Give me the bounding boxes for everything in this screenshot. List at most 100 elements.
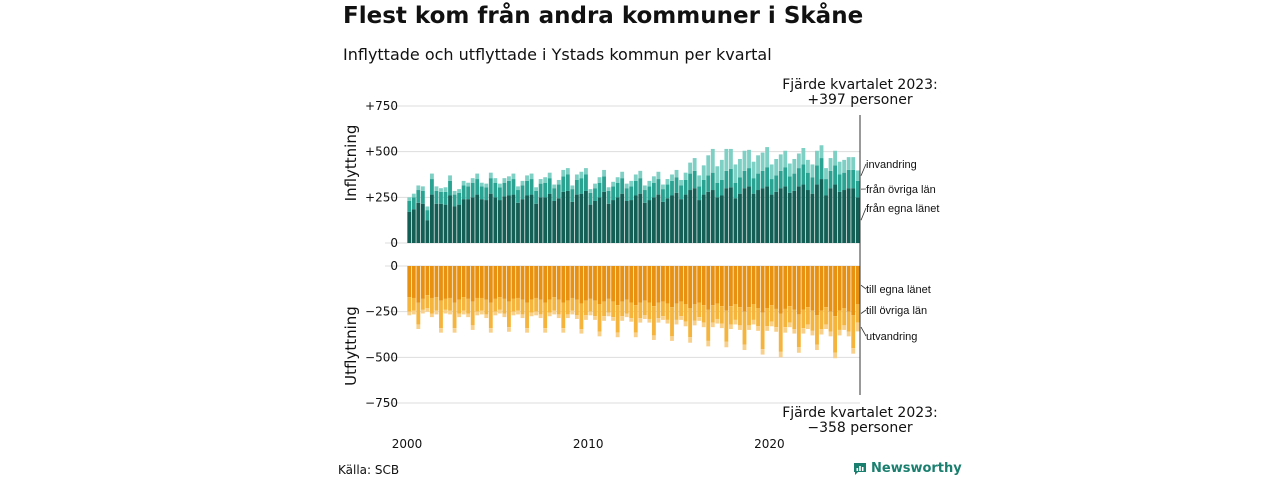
bar-out-2 <box>448 310 452 315</box>
bar-out-0 <box>638 266 643 303</box>
bar-out-0 <box>765 266 770 309</box>
bar-in-2 <box>484 183 489 188</box>
bar-in-2 <box>819 145 824 159</box>
bar-in-2 <box>774 158 779 176</box>
bar-out-0 <box>620 266 625 302</box>
bar-in-1 <box>579 178 584 194</box>
bar-in-2 <box>430 173 434 180</box>
bar-in-1 <box>697 186 702 201</box>
bar-in-2 <box>647 180 652 187</box>
bar-out-1 <box>439 300 443 329</box>
bar-out-1 <box>760 312 765 350</box>
bar-in-1 <box>760 170 765 189</box>
bar-in-1 <box>679 185 683 200</box>
bar-in-0 <box>416 202 421 243</box>
bar-in-1 <box>756 173 760 191</box>
brand-logo: Newsworthy <box>853 461 962 476</box>
bar-out-0 <box>597 266 602 305</box>
bar-out-1 <box>728 306 733 325</box>
bar-in-0 <box>683 194 688 243</box>
bar-out-1 <box>602 301 606 317</box>
bar-in-1 <box>765 167 770 187</box>
bar-in-0 <box>665 198 670 243</box>
bar-in-1 <box>516 190 520 203</box>
bar-in-2 <box>833 150 837 166</box>
bar-in-1 <box>507 180 511 196</box>
bar-out-2 <box>819 329 824 335</box>
bar-out-1 <box>633 305 638 333</box>
bar-in-2 <box>787 163 792 177</box>
bar-out-0 <box>615 266 620 306</box>
bar-in-2 <box>642 185 647 191</box>
bar-in-1 <box>688 173 693 191</box>
bar-out-0 <box>434 266 439 298</box>
legend-label: från egna länet <box>866 203 939 215</box>
bar-out-1 <box>783 308 788 328</box>
bar-out-2 <box>688 337 693 343</box>
bar-out-2 <box>842 325 847 330</box>
legend-label: utvandring <box>866 331 917 343</box>
bar-in-1 <box>484 187 489 201</box>
bar-out-2 <box>833 352 837 359</box>
bar-out-0 <box>407 266 412 298</box>
bar-in-1 <box>665 184 670 199</box>
bar-out-0 <box>851 266 856 316</box>
bar-in-1 <box>851 169 856 189</box>
bar-in-2 <box>624 183 629 189</box>
bar-out-0 <box>665 266 670 304</box>
bar-out-1 <box>448 297 452 311</box>
bar-in-1 <box>624 188 629 201</box>
bar-in-0 <box>439 203 443 243</box>
bar-out-2 <box>565 314 570 319</box>
bar-out-0 <box>525 266 529 303</box>
bar-in-0 <box>602 191 606 243</box>
bar-out-2 <box>461 310 466 315</box>
bar-in-0 <box>801 184 806 243</box>
bar-out-1 <box>597 304 602 332</box>
bar-in-2 <box>593 183 597 189</box>
bar-in-2 <box>493 178 498 183</box>
bar-in-2 <box>719 159 724 180</box>
bar-in-1 <box>443 191 448 205</box>
bar-out-1 <box>434 297 439 311</box>
bar-out-0 <box>688 266 693 309</box>
annotation-bottom-line1: Fjärde kvartalet 2023: <box>782 405 938 421</box>
bar-out-0 <box>724 266 729 311</box>
bar-in-2 <box>805 159 810 173</box>
bar-out-1 <box>443 298 448 310</box>
bar-out-2 <box>511 311 516 316</box>
bar-out-1 <box>819 310 824 330</box>
bar-in-1 <box>846 169 851 189</box>
bar-in-0 <box>497 200 502 243</box>
bar-in-2 <box>516 186 520 191</box>
bar-out-0 <box>448 266 452 298</box>
bar-out-1 <box>842 308 847 326</box>
bar-in-0 <box>661 201 665 243</box>
bar-out-0 <box>647 266 652 303</box>
bar-in-2 <box>815 150 819 166</box>
bar-out-2 <box>846 331 851 337</box>
bar-in-0 <box>629 200 634 243</box>
bar-in-2 <box>638 170 643 179</box>
bar-in-2 <box>565 168 570 175</box>
bar-in-0 <box>547 193 552 243</box>
bar-out-1 <box>851 315 856 349</box>
bar-out-0 <box>430 266 434 298</box>
bar-in-1 <box>855 180 860 198</box>
legend-label: till egna länet <box>866 284 931 296</box>
bar-in-0 <box>846 188 851 243</box>
bar-out-2 <box>561 328 566 333</box>
bar-out-2 <box>488 328 493 333</box>
bar-in-2 <box>579 171 584 179</box>
bar-out-0 <box>493 266 498 299</box>
y-tick-label: +500 <box>365 145 398 159</box>
bar-out-2 <box>715 318 720 324</box>
bar-in-1 <box>706 175 711 192</box>
bar-in-2 <box>602 169 606 177</box>
legend-leader <box>860 309 867 314</box>
bar-in-0 <box>651 197 656 243</box>
bar-out-1 <box>765 308 770 327</box>
bar-in-2 <box>452 190 457 195</box>
bar-in-1 <box>715 182 720 198</box>
bar-out-2 <box>665 319 670 324</box>
